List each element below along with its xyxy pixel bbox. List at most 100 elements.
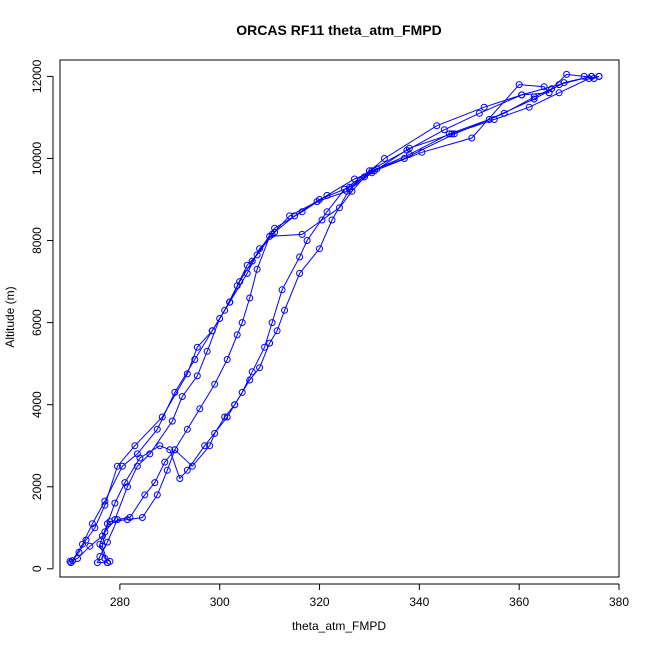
data-point <box>226 298 234 306</box>
series-layer <box>66 70 603 567</box>
data-point <box>131 442 139 450</box>
chart-title: ORCAS RF11 theta_atm_FMPD <box>236 22 441 38</box>
data-point <box>138 514 146 521</box>
data-point <box>236 278 244 286</box>
data-point <box>540 83 548 91</box>
data-point <box>380 155 388 162</box>
data-point <box>238 319 246 327</box>
data-point <box>153 425 161 433</box>
data-point <box>111 516 119 524</box>
x-axis-label: theta_atm_FMPD <box>292 619 386 633</box>
data-point <box>490 116 498 123</box>
data-point <box>253 251 261 259</box>
data-point <box>101 501 109 509</box>
data-point <box>101 555 109 562</box>
data-point <box>318 216 326 224</box>
series-line <box>101 84 550 563</box>
data-point <box>178 393 186 400</box>
data-point <box>530 95 538 103</box>
data-point <box>328 216 336 224</box>
data-point <box>253 265 261 273</box>
data-point <box>193 372 201 380</box>
data-point <box>233 331 241 339</box>
data-point <box>96 540 104 548</box>
x-tick-label: 320 <box>310 595 330 609</box>
data-point <box>246 294 254 302</box>
data-point <box>296 253 304 261</box>
data-point <box>201 442 209 450</box>
data-point <box>403 146 411 154</box>
data-point <box>171 446 179 454</box>
x-tick-label: 380 <box>609 595 629 609</box>
data-point <box>74 555 81 562</box>
data-point <box>248 368 256 376</box>
data-point <box>163 466 171 474</box>
data-point <box>66 557 74 565</box>
series-line <box>72 75 600 561</box>
data-point <box>191 356 199 363</box>
data-point <box>336 204 343 212</box>
data-point <box>158 413 166 421</box>
data-point <box>79 540 86 548</box>
data-point <box>440 126 448 134</box>
data-point <box>341 185 348 193</box>
data-point <box>103 520 111 528</box>
data-point <box>223 356 231 363</box>
data-point <box>298 230 306 238</box>
data-point <box>273 327 281 335</box>
data-point <box>268 319 276 327</box>
x-axis: 280 300 320 340 360 380 <box>110 583 629 609</box>
series-line <box>70 73 600 563</box>
data-point <box>106 557 114 565</box>
data-point <box>346 185 353 193</box>
data-point <box>113 462 121 470</box>
data-point <box>193 343 201 351</box>
data-point <box>365 167 373 175</box>
data-point <box>231 401 239 409</box>
data-point <box>256 364 264 372</box>
data-point <box>468 134 476 142</box>
data-point <box>475 109 483 117</box>
data-point <box>211 380 219 388</box>
data-point <box>281 306 289 314</box>
data-point <box>171 388 179 396</box>
data-point <box>103 538 111 546</box>
data-point <box>278 286 286 294</box>
y-tick-label: 12000 <box>30 59 44 93</box>
data-point <box>323 191 331 199</box>
x-tick-label: 280 <box>110 595 130 609</box>
plot-frame <box>59 59 620 578</box>
series-line <box>69 75 592 562</box>
data-point <box>203 347 211 355</box>
data-point <box>88 520 96 528</box>
data-point <box>156 442 164 450</box>
data-point <box>141 491 149 499</box>
data-point <box>555 89 563 97</box>
data-point <box>271 224 279 232</box>
data-point <box>67 559 75 567</box>
data-point <box>351 175 358 183</box>
data-point <box>313 198 321 206</box>
data-point <box>266 232 274 240</box>
data-point <box>316 245 323 253</box>
series-6 <box>96 89 553 565</box>
data-point <box>223 413 231 421</box>
data-point <box>588 72 595 80</box>
y-tick-label: 4000 <box>30 391 44 418</box>
data-point <box>563 70 571 78</box>
data-point <box>433 122 441 130</box>
x-tick-label: 300 <box>210 595 230 609</box>
data-point <box>323 208 331 216</box>
data-point <box>303 237 311 244</box>
data-point <box>111 499 119 507</box>
data-point <box>555 81 563 89</box>
data-point <box>151 479 159 487</box>
x-tick-label: 360 <box>509 595 529 609</box>
data-point <box>266 339 274 347</box>
data-point <box>86 542 94 550</box>
series-3 <box>66 72 595 565</box>
data-point <box>176 475 184 482</box>
data-point <box>153 491 161 499</box>
data-point <box>221 306 229 314</box>
